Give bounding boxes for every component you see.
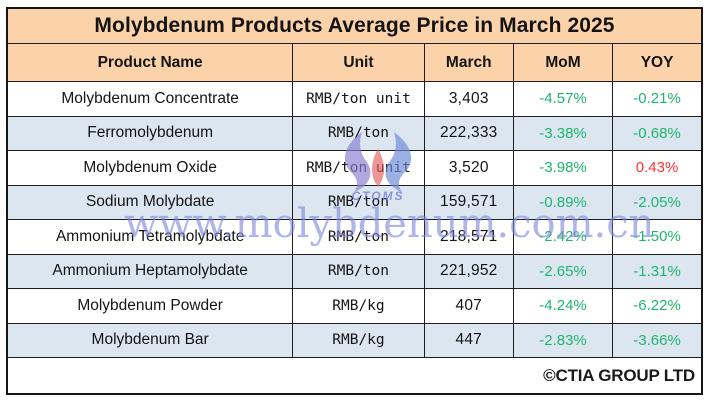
product-name-cell: Ammonium Tetramolybdate: [6, 219, 294, 255]
table-row: Sodium Molybdate RMB/ton 159,571 -0.89% …: [6, 184, 703, 220]
march-price-cell: 221,952: [423, 253, 514, 289]
mom-cell: -2.65%: [512, 253, 614, 289]
unit-cell: RMB/ton: [292, 219, 425, 255]
unit-cell: RMB/kg: [292, 322, 425, 358]
col-header-mom: MoM: [512, 43, 614, 82]
march-price-cell: 447: [423, 322, 514, 358]
col-header-product-name: Product Name: [6, 43, 294, 82]
march-price-cell: 3,520: [423, 150, 514, 186]
unit-cell: RMB/ton: [292, 184, 425, 220]
page-title: Molybdenum Products Average Price in Mar…: [6, 7, 703, 44]
yoy-cell: -2.05%: [612, 184, 703, 220]
mom-cell: -4.24%: [512, 288, 614, 324]
march-price-cell: 218,571: [423, 219, 514, 255]
table-row: Molybdenum Bar RMB/kg 447 -2.83% -3.66%: [6, 322, 703, 358]
product-name-cell: Molybdenum Powder: [6, 288, 294, 324]
mom-cell: -0.89%: [512, 184, 614, 220]
march-price-cell: 222,333: [423, 115, 514, 151]
table-row: Ferromolybdenum RMB/ton 222,333 -3.38% -…: [6, 115, 703, 151]
table-row: Molybdenum Powder RMB/kg 407 -4.24% -6.2…: [6, 288, 703, 324]
product-name-cell: Molybdenum Bar: [6, 322, 294, 358]
yoy-cell: -3.66%: [612, 322, 703, 358]
mom-cell: -3.98%: [512, 150, 614, 186]
yoy-cell: -6.22%: [612, 288, 703, 324]
unit-cell: RMB/ton unit: [292, 81, 425, 117]
product-name-cell: Ammonium Heptamolybdate: [6, 253, 294, 289]
yoy-cell: -0.21%: [612, 81, 703, 117]
col-header-march: March: [423, 43, 514, 82]
mom-cell: -3.38%: [512, 115, 614, 151]
product-name-cell: Molybdenum Concentrate: [6, 81, 294, 117]
unit-cell: RMB/ton: [292, 253, 425, 289]
march-price-cell: 3,403: [423, 81, 514, 117]
column-header-row: Product Name Unit March MoM YOY: [6, 43, 703, 82]
yoy-cell: -1.31%: [612, 253, 703, 289]
table-row: Ammonium Heptamolybdate RMB/ton 221,952 …: [6, 253, 703, 289]
footer-row: ©CTIA GROUP LTD: [6, 357, 703, 395]
copyright-label: ©CTIA GROUP LTD: [6, 357, 703, 395]
mom-cell: -2.83%: [512, 322, 614, 358]
price-table: Molybdenum Products Average Price in Mar…: [6, 7, 703, 395]
march-price-cell: 159,571: [423, 184, 514, 220]
yoy-cell: 0.43%: [612, 150, 703, 186]
mom-cell: -2.42%: [512, 219, 614, 255]
table-row: Ammonium Tetramolybdate RMB/ton 218,571 …: [6, 219, 703, 255]
product-name-cell: Sodium Molybdate: [6, 184, 294, 220]
product-name-cell: Molybdenum Oxide: [6, 150, 294, 186]
unit-cell: RMB/kg: [292, 288, 425, 324]
unit-cell: RMB/ton: [292, 115, 425, 151]
col-header-yoy: YOY: [612, 43, 703, 82]
product-name-cell: Ferromolybdenum: [6, 115, 294, 151]
yoy-cell: -1.50%: [612, 219, 703, 255]
mom-cell: -4.57%: [512, 81, 614, 117]
col-header-unit: Unit: [292, 43, 425, 82]
yoy-cell: -0.68%: [612, 115, 703, 151]
unit-cell: RMB/ton unit: [292, 150, 425, 186]
table-row: Molybdenum Concentrate RMB/ton unit 3,40…: [6, 81, 703, 117]
table-row: Molybdenum Oxide RMB/ton unit 3,520 -3.9…: [6, 150, 703, 186]
march-price-cell: 407: [423, 288, 514, 324]
title-row: Molybdenum Products Average Price in Mar…: [6, 7, 703, 44]
